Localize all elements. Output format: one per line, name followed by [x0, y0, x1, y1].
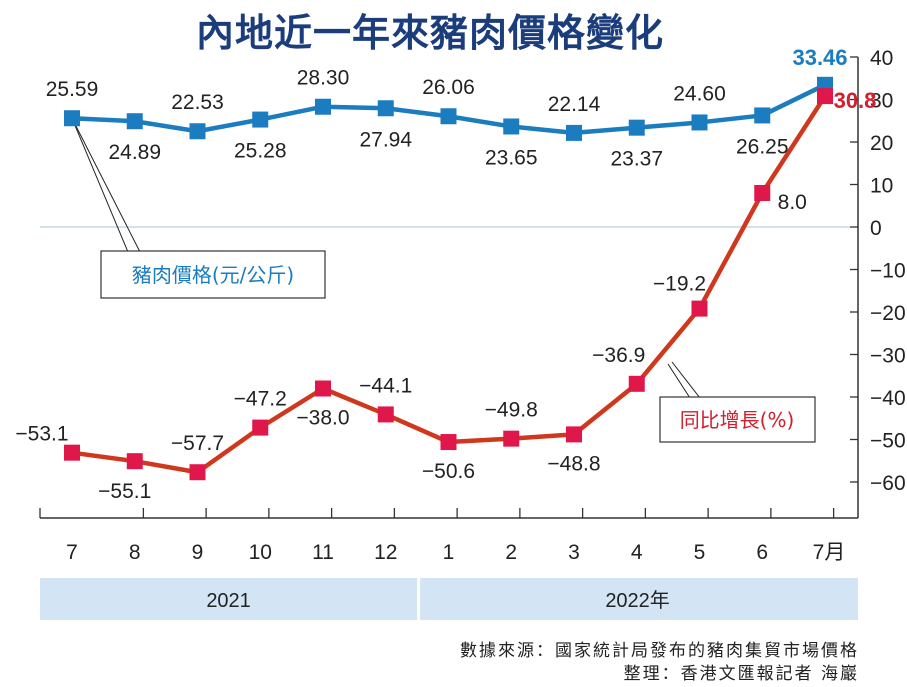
source-note: 數據來源：國家統計局發布的豬肉集貿市場價格 — [460, 641, 859, 661]
x-tick-label: 12 — [374, 541, 397, 564]
x-tick-label: 3 — [568, 541, 580, 564]
yoy-data-label: −38.0 — [296, 407, 349, 430]
x-tick-label: 4 — [631, 541, 643, 564]
y-tick-label: 40 — [870, 47, 893, 70]
price-data-label: 28.30 — [297, 67, 350, 90]
price-marker — [628, 119, 645, 136]
y-tick-label: −10 — [870, 260, 906, 283]
x-tick-label: 7月 — [813, 541, 846, 564]
price-marker — [126, 113, 143, 130]
y-tick-label: 20 — [870, 132, 893, 155]
price-data-label: 24.60 — [673, 82, 726, 105]
x-tick-label: 11 — [312, 541, 334, 564]
price-marker — [252, 111, 269, 128]
price-data-label: 22.14 — [548, 93, 601, 116]
credit-note: 整理：香港文匯報記者 海巖 — [623, 664, 859, 684]
yoy-marker — [315, 380, 331, 397]
year-band-2022 — [420, 578, 858, 620]
year-label: 2022年 — [605, 589, 670, 612]
price-marker — [754, 107, 771, 124]
yoy-marker — [628, 375, 645, 392]
y-tick-label: −60 — [870, 472, 906, 495]
price-data-label: 27.94 — [359, 128, 412, 151]
yoy-data-label: −50.6 — [422, 460, 475, 483]
chart-title: 內地近一年來豬肉價格變化 — [195, 11, 664, 55]
yoy-marker — [817, 88, 833, 105]
yoy-data-label: −55.1 — [98, 480, 151, 503]
y-tick-label: −50 — [870, 430, 906, 453]
price-data-label: 23.65 — [485, 146, 538, 169]
x-tick-label: 9 — [192, 541, 204, 564]
yoy-marker — [566, 426, 582, 443]
callout-leader — [667, 363, 691, 399]
y-tick-label: 10 — [870, 175, 893, 198]
x-tick-label: 10 — [249, 541, 272, 564]
y-tick-label: −20 — [870, 302, 906, 325]
yoy-marker — [691, 300, 708, 317]
price-data-label: 22.53 — [171, 91, 224, 114]
x-tick-label: 1 — [443, 541, 455, 564]
y-tick-label: −30 — [870, 345, 906, 368]
price-marker — [503, 118, 520, 135]
x-tick-label: 2 — [505, 541, 517, 564]
price-data-label: 25.59 — [46, 78, 99, 101]
yoy-marker — [126, 453, 143, 470]
price-marker — [377, 100, 394, 117]
yoy-data-label: −44.1 — [359, 374, 412, 397]
price-marker — [691, 114, 708, 131]
price-marker — [440, 108, 457, 125]
x-tick-label: 7 — [66, 541, 78, 564]
price-data-label: 24.89 — [108, 141, 161, 164]
yoy-marker — [64, 444, 80, 461]
yoy-marker — [189, 464, 206, 481]
y-tick-label: 0 — [870, 217, 882, 240]
year-band-2021 — [40, 578, 418, 620]
legend-box-yoy — [659, 396, 816, 443]
legend-label-yoy: 同比增長(%) — [680, 408, 795, 432]
yoy-marker — [503, 430, 520, 447]
x-tick-label: 5 — [694, 541, 706, 564]
price-marker — [566, 124, 582, 141]
yoy-data-label: −47.2 — [234, 388, 287, 411]
price-marker — [189, 123, 206, 140]
yoy-data-label: 8.0 — [778, 191, 807, 214]
yoy-data-label: −49.8 — [485, 399, 538, 422]
price-data-label: 26.25 — [736, 135, 789, 158]
x-tick-label: 8 — [129, 541, 141, 564]
price-data-label: 26.06 — [422, 76, 475, 99]
price-data-label: 33.46 — [792, 45, 847, 70]
yoy-marker — [377, 406, 394, 423]
callout-leader — [71, 118, 150, 253]
price-data-label: 25.28 — [234, 140, 287, 163]
year-label: 2021 — [206, 590, 251, 612]
yoy-data-label: −19.2 — [653, 273, 706, 296]
x-tick-label: 6 — [756, 541, 768, 564]
yoy-marker — [754, 185, 771, 201]
legend-box-price — [100, 250, 326, 299]
callout-leader — [71, 118, 129, 253]
price-marker — [315, 98, 331, 115]
legend-label-price: 豬肉價格(元/公斤) — [132, 263, 294, 287]
y-tick-label: −40 — [870, 387, 906, 410]
y-tick-label: 30 — [870, 90, 893, 113]
yoy-data-label: −36.9 — [592, 344, 645, 367]
yoy-marker — [252, 419, 269, 436]
yoy-marker — [440, 434, 457, 451]
price-data-label: 23.37 — [610, 148, 663, 171]
yoy-data-label: −48.8 — [547, 452, 600, 475]
yoy-data-label: −53.1 — [15, 423, 68, 446]
yoy-data-label: −57.7 — [171, 432, 224, 455]
yoy-data-label: 30.8 — [834, 88, 877, 113]
price-marker — [64, 110, 80, 127]
